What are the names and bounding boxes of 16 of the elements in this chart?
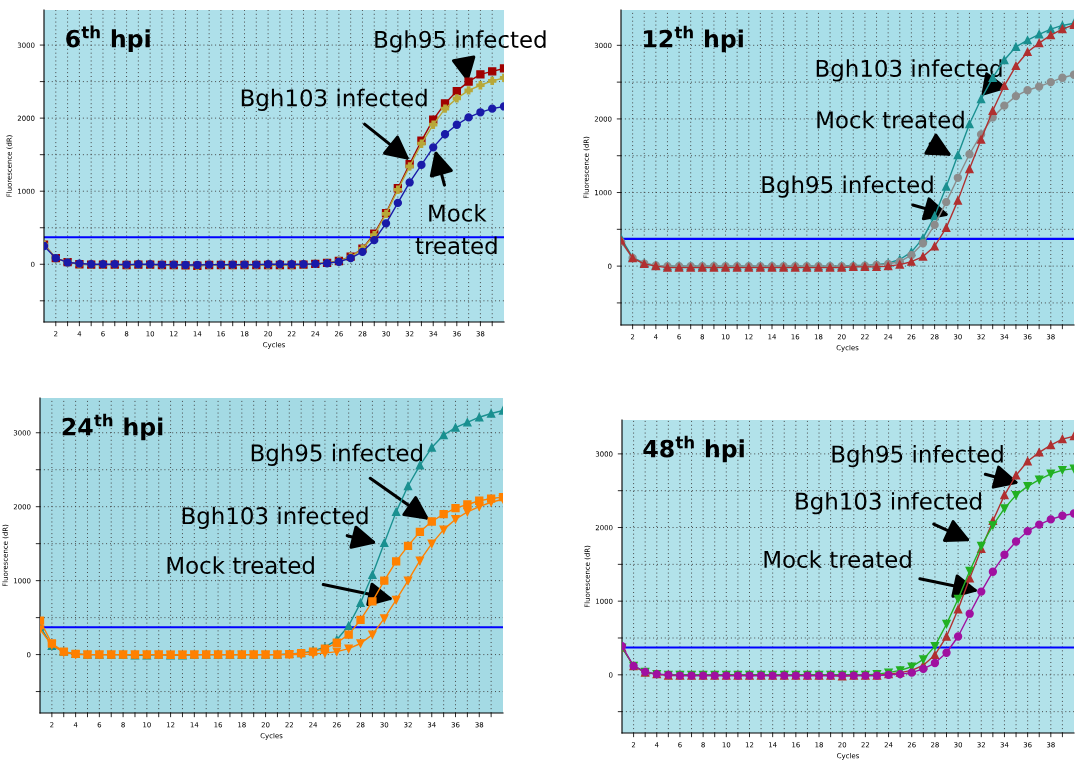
annotation: Bgh103 infected xyxy=(816,59,1002,82)
annotation: Mock treated xyxy=(817,110,964,129)
annotation: Bgh95 infected xyxy=(832,445,1003,468)
text: 24$^{th}$ hpi xyxy=(62,413,163,441)
text: 12$^{th}$ hpi xyxy=(644,25,743,53)
annotation: Mock treated xyxy=(415,203,497,255)
text: 6$^{th}$ hpi xyxy=(66,25,150,53)
text: 48$^{th}$ hpi xyxy=(643,435,744,463)
annotation: Bgh103 infected xyxy=(796,492,982,515)
annotation: Mock treated xyxy=(764,550,911,569)
annotation: Bgh103 infected xyxy=(241,88,427,111)
annotation: Mock treated xyxy=(167,556,314,574)
annotation: Bgh95 infected xyxy=(251,443,422,467)
annotation: Bgh103 infected xyxy=(182,506,368,529)
annotation: Bgh95 infected xyxy=(375,30,546,53)
annotation: Bgh95 infected xyxy=(762,175,933,198)
